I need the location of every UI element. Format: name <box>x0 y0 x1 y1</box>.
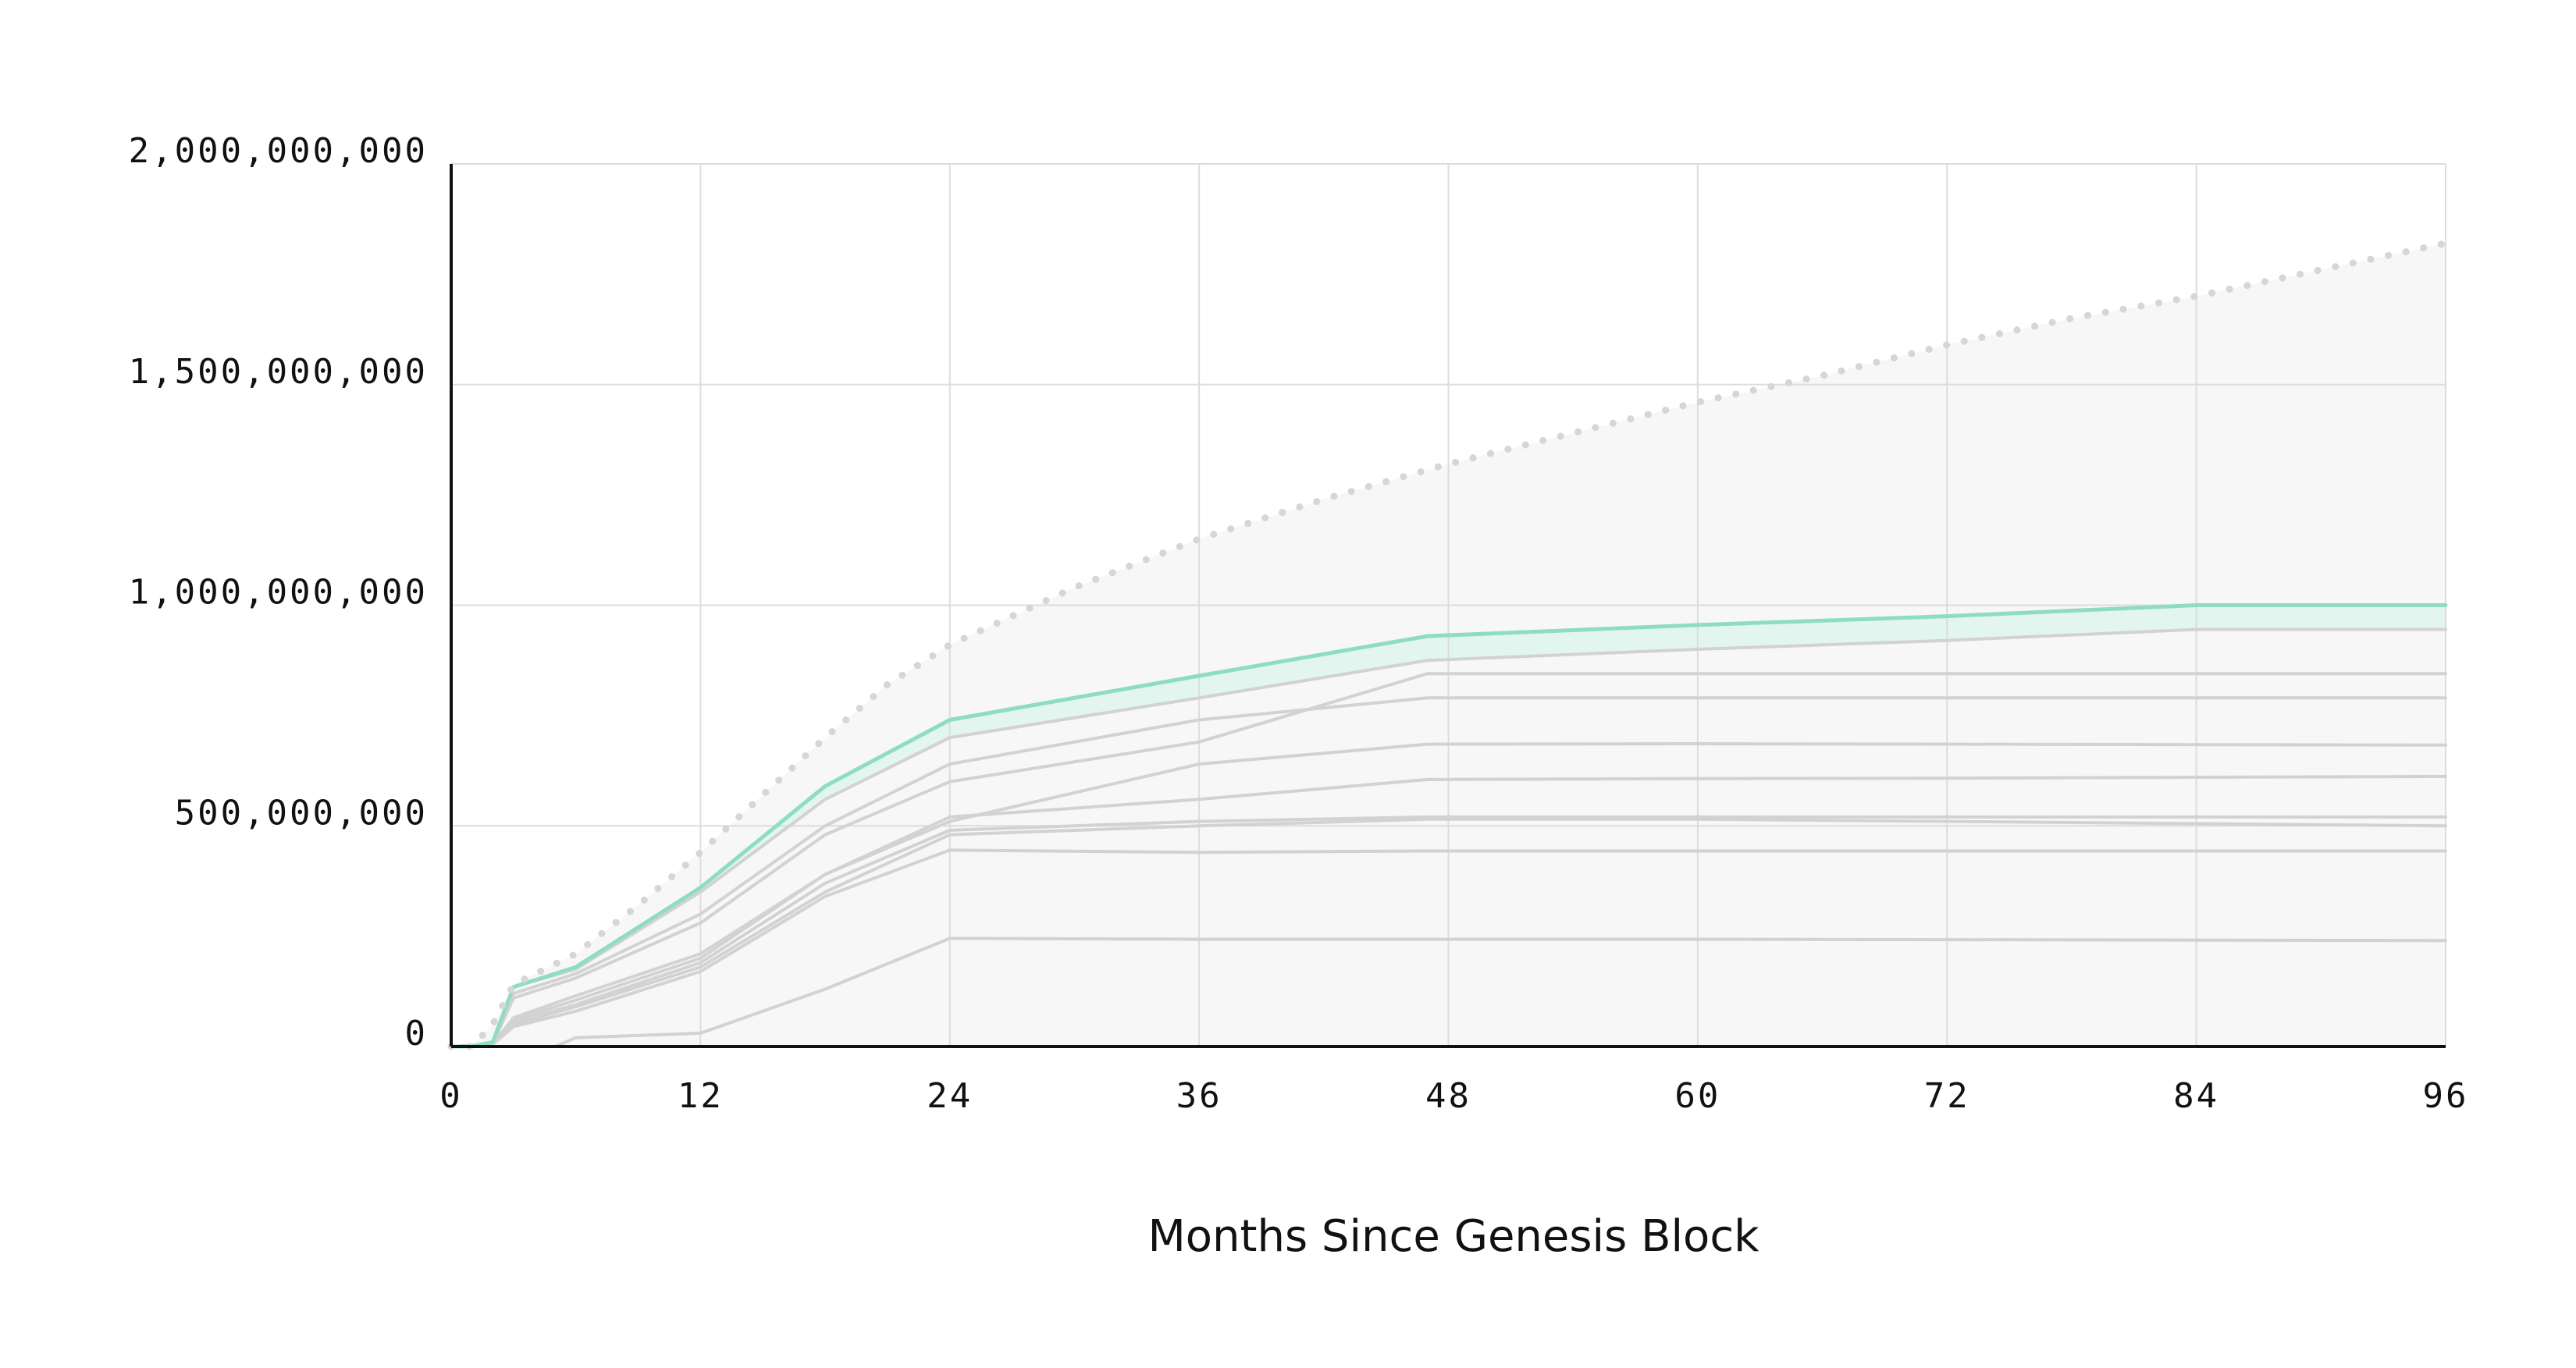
tick-label-layer: 0 12 24 36 48 60 72 84 96 0 500,000,000 1,000,000,0… <box>129 131 2469 1116</box>
series-line-component-3 <box>450 672 2447 1048</box>
x-tick-label: 72 <box>1924 1076 1970 1116</box>
x-tick-label: 48 <box>1425 1076 1471 1116</box>
y-tick-label: 2,000,000,000 <box>129 131 428 171</box>
y-tick-label: 1,500,000,000 <box>129 352 428 392</box>
x-tick-label: 24 <box>927 1076 973 1116</box>
series-line-component-2 <box>450 696 2447 1048</box>
series-line-cap <box>447 240 2450 1050</box>
y-tick-label: 0 <box>405 1014 429 1054</box>
y-tick-label: 500,000,000 <box>175 793 428 833</box>
y-tick-label: 1,000,000,000 <box>129 573 428 613</box>
series-line-component-9 <box>450 936 2447 1048</box>
axis-layer <box>450 164 2446 1048</box>
series-line-component-8 <box>450 848 2447 1048</box>
series-line-component-5 <box>450 742 2447 1048</box>
x-tick-label: 0 <box>439 1076 463 1116</box>
x-axis-title: Months Since Genesis Block <box>1147 1211 1759 1262</box>
grid-layer <box>451 163 2446 1046</box>
series-line-total <box>449 603 2448 1049</box>
x-tick-label: 96 <box>2423 1076 2469 1116</box>
series-line-component-4 <box>450 774 2447 1048</box>
x-tick-label: 36 <box>1176 1076 1222 1116</box>
x-tick-label: 84 <box>2173 1076 2219 1116</box>
x-tick-label: 12 <box>678 1076 724 1116</box>
series-line-component-6 <box>450 815 2447 1048</box>
series-line-component-7 <box>450 817 2447 1048</box>
x-tick-label: 60 <box>1674 1076 1720 1116</box>
series-layer <box>447 240 2450 1050</box>
